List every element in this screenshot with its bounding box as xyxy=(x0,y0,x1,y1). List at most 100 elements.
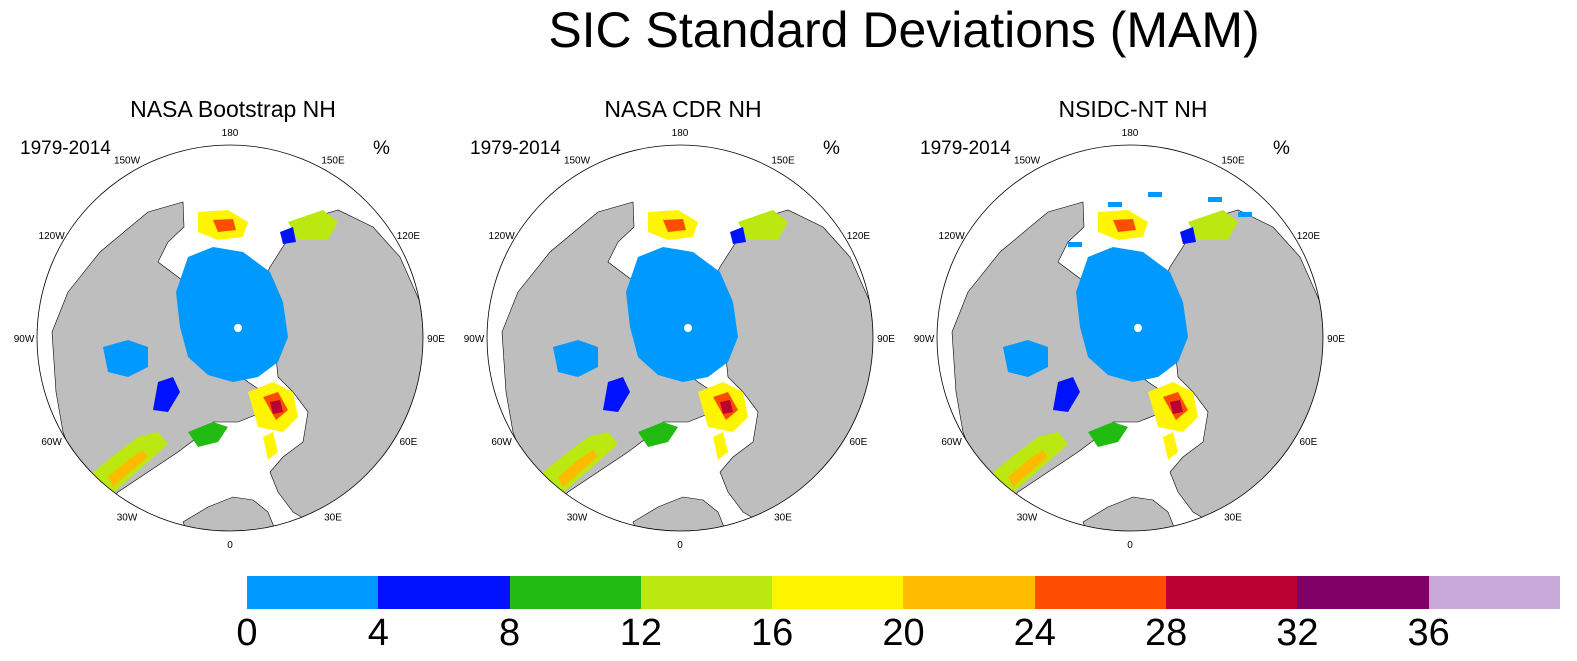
colorbar-box xyxy=(1034,576,1167,609)
colorbar-box xyxy=(903,576,1035,609)
figure-title: SIC Standard Deviations (MAM) xyxy=(548,2,1260,58)
longitude-label: 30E xyxy=(774,512,792,523)
polar-map: 180 150E 120E 90E 60E 30E 0 30W 60W 90W 120W 150W xyxy=(14,128,446,551)
longitude-label: 180 xyxy=(1122,128,1139,139)
longitude-label: 150E xyxy=(771,156,795,167)
panel-title: NASA Bootstrap NH xyxy=(130,96,336,122)
longitude-label: 30W xyxy=(1017,512,1038,523)
sea-ice-std-contour xyxy=(713,432,728,460)
land-area xyxy=(1082,496,1177,531)
sea-ice-std-contour xyxy=(103,340,148,377)
sea-ice-std-contour xyxy=(603,377,630,412)
longitude-label: 120W xyxy=(489,231,516,242)
longitude-label: 150W xyxy=(564,156,591,167)
colorbar-tick-label: 8 xyxy=(499,612,521,654)
colorbar-box xyxy=(1428,576,1560,609)
longitude-label: 90W xyxy=(464,334,485,345)
sea-ice-std-contour xyxy=(263,432,278,460)
panel-title: NSIDC-NT NH xyxy=(1058,96,1208,122)
sea-ice-std-contour xyxy=(153,377,180,412)
longitude-label: 150E xyxy=(321,156,345,167)
land-area xyxy=(632,496,727,531)
sea-ice-std-contour xyxy=(1148,192,1162,197)
map-panel-cdr: NASA CDR NH 1979-2014 % 180 150E 120E 90E 60… xyxy=(458,92,908,552)
longitude-label: 120W xyxy=(939,231,966,242)
sea-ice-std-contour xyxy=(626,247,738,382)
colorbar-tick-label: 24 xyxy=(1013,612,1056,654)
longitude-label: 90E xyxy=(877,334,895,345)
longitude-label: 60E xyxy=(400,437,418,448)
polar-map: 180 150E 120E 90E 60E 30E 0 30W 60W 90W 120W 150W xyxy=(464,128,896,551)
colorbar-box xyxy=(1297,576,1429,609)
colorbar-tick-label: 4 xyxy=(367,612,389,654)
land-area xyxy=(182,496,277,531)
colorbar-box xyxy=(378,576,510,609)
longitude-label: 0 xyxy=(227,540,233,551)
longitude-label: 30W xyxy=(567,512,588,523)
colorbar-tick-label: 32 xyxy=(1276,612,1319,654)
longitude-label: 150E xyxy=(1221,156,1245,167)
colorbar-box xyxy=(1166,576,1298,609)
colorbar-tick-label: 36 xyxy=(1407,612,1450,654)
sea-ice-std-contour xyxy=(188,422,228,447)
longitude-label: 90W xyxy=(14,334,35,345)
longitude-label: 60W xyxy=(41,437,62,448)
colorbar-box xyxy=(247,576,379,609)
colorbar-box xyxy=(509,576,641,609)
colorbar xyxy=(247,576,1560,609)
longitude-label: 180 xyxy=(222,128,239,139)
longitude-label: 90E xyxy=(427,334,445,345)
longitude-label: 120E xyxy=(1297,231,1321,242)
colorbar-tick-label: 28 xyxy=(1144,612,1188,654)
sea-ice-std-contour xyxy=(1180,227,1196,244)
sea-ice-std-contour xyxy=(1113,219,1136,232)
longitude-label: 0 xyxy=(1127,540,1133,551)
map-border xyxy=(936,144,1324,532)
map-border xyxy=(36,144,424,532)
sea-ice-std-contour xyxy=(1003,340,1048,377)
colorbar-tick-label: 20 xyxy=(882,612,925,654)
sea-ice-std-contour xyxy=(1208,197,1222,202)
colorbar-box xyxy=(640,576,773,609)
longitude-label: 30E xyxy=(324,512,342,523)
sea-ice-std-contour xyxy=(270,400,283,414)
longitude-label: 60W xyxy=(491,437,512,448)
longitude-label: 180 xyxy=(672,128,689,139)
longitude-label: 60W xyxy=(941,437,962,448)
longitude-label: 120W xyxy=(39,231,66,242)
sea-ice-std-contour xyxy=(1076,247,1188,382)
sea-ice-std-contour xyxy=(1163,432,1178,460)
sea-ice-std-contour xyxy=(1088,422,1128,447)
polar-map: 180 150E 120E 90E 60E 30E 0 30W 60W 90W 120W 150W xyxy=(914,128,1346,551)
longitude-label: 120E xyxy=(847,231,871,242)
sea-ice-std-contour xyxy=(1238,212,1252,217)
longitude-label: 60E xyxy=(850,437,868,448)
longitude-label: 120E xyxy=(397,231,421,242)
pole-hole xyxy=(234,324,242,332)
sea-ice-std-contour xyxy=(638,422,678,447)
map-border xyxy=(486,144,874,532)
sea-ice-std-contour xyxy=(558,450,598,487)
sea-ice-std-contour xyxy=(730,227,746,244)
map-panel-nsidc-nt: NSIDC-NT NH 1979-2014 % 180 150E 120E 90E 60… xyxy=(908,92,1358,552)
longitude-label: 60E xyxy=(1300,437,1318,448)
panel-title: NASA CDR NH xyxy=(604,96,762,122)
sea-ice-std-contour xyxy=(1068,242,1082,247)
unit-label: % xyxy=(1273,138,1290,159)
pole-hole xyxy=(684,324,692,332)
sea-ice-std-contour xyxy=(1053,377,1080,412)
sea-ice-std-contour xyxy=(1170,400,1183,414)
map-panel-bootstrap: NASA Bootstrap NH 1979-2014 % 180 150E 120… xyxy=(8,92,458,552)
unit-label: % xyxy=(823,138,840,159)
longitude-label: 90E xyxy=(1327,334,1345,345)
colorbar-tick-label: 0 xyxy=(236,612,258,654)
sea-ice-std-contour xyxy=(1108,202,1122,207)
sea-ice-std-contour xyxy=(280,227,296,244)
period-label: 1979-2014 xyxy=(20,138,111,159)
colorbar-tick-label: 12 xyxy=(619,612,663,654)
longitude-label: 30W xyxy=(117,512,138,523)
longitude-label: 150W xyxy=(1014,156,1041,167)
unit-label: % xyxy=(373,138,390,159)
longitude-label: 90W xyxy=(914,334,935,345)
longitude-label: 30E xyxy=(1224,512,1242,523)
